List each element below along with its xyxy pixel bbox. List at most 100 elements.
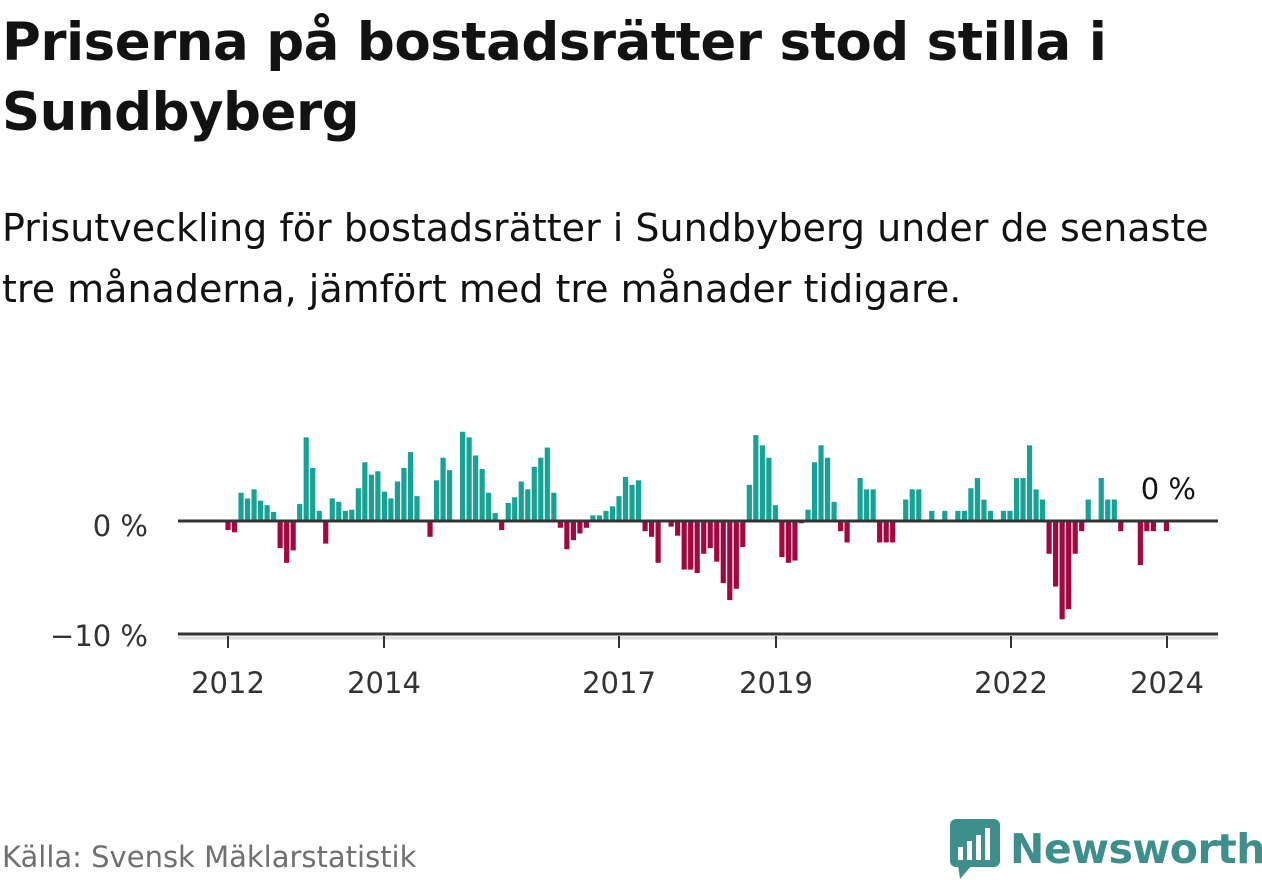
bar (877, 521, 883, 543)
bar (466, 437, 472, 521)
bar (583, 521, 590, 528)
page-subtitle: Prisutveckling för bostadsrätter i Sundb… (2, 206, 1209, 311)
bar-chart: 0 % −10 % 2012 2014 2017 2019 2022 2024 … (50, 431, 1218, 700)
bar (460, 431, 466, 521)
bar (772, 505, 778, 521)
bar (596, 515, 603, 521)
bar (1020, 478, 1026, 521)
bar (1079, 521, 1085, 532)
bar (929, 510, 935, 521)
bar (1059, 521, 1065, 620)
x-tick-label-2017: 2017 (582, 666, 656, 700)
bar (1039, 499, 1046, 521)
bar (531, 466, 537, 521)
bar (857, 478, 863, 521)
bar (811, 462, 818, 521)
x-tick-label-2019: 2019 (739, 666, 813, 700)
bar (525, 489, 531, 521)
bar (1111, 499, 1117, 521)
bar (1105, 499, 1111, 521)
bar (244, 498, 251, 521)
bar (668, 521, 674, 527)
bar (987, 510, 994, 521)
bar (518, 481, 524, 521)
bar (1046, 521, 1052, 554)
bar (1013, 478, 1020, 521)
x-tick-label-2022: 2022 (974, 666, 1048, 700)
bar (551, 492, 557, 521)
bar (349, 509, 355, 521)
bar (603, 510, 609, 521)
bar (792, 521, 798, 561)
bar (1026, 445, 1033, 521)
bar (903, 499, 909, 521)
bar (512, 497, 518, 521)
bar (225, 521, 231, 531)
bar (238, 492, 244, 521)
bar (479, 469, 485, 521)
bar (1033, 489, 1039, 521)
bar (818, 445, 824, 521)
bar (753, 435, 759, 521)
bar (231, 521, 238, 533)
bar (1000, 510, 1007, 521)
bar (942, 510, 948, 521)
bar (538, 457, 544, 521)
bar (701, 521, 707, 554)
bar (805, 509, 811, 521)
bar (1066, 521, 1072, 610)
bar (635, 480, 642, 521)
bar (1118, 521, 1124, 532)
x-axis: 2012 2014 2017 2019 2022 2024 (191, 636, 1204, 700)
bar (290, 521, 296, 551)
bar (564, 521, 570, 550)
bar (1137, 521, 1143, 566)
y-tick-label-zero: 0 % (93, 509, 148, 543)
bar (675, 521, 681, 536)
bar (446, 470, 453, 521)
bar (688, 521, 694, 570)
bar (740, 521, 746, 547)
bar (277, 521, 283, 549)
bar (394, 481, 401, 521)
bar (1053, 521, 1059, 587)
bar (916, 489, 922, 521)
bar (1150, 521, 1156, 532)
bars-group (225, 431, 1169, 620)
bar (473, 455, 479, 521)
bar (401, 467, 407, 521)
page-title: Priserna på bostadsrätter stod stilla i … (2, 12, 1107, 143)
bar (955, 510, 961, 521)
bar (590, 515, 596, 521)
bar (720, 521, 726, 584)
bar (499, 521, 505, 531)
bar (655, 521, 661, 563)
bar (714, 521, 720, 562)
bar (336, 501, 342, 521)
bar (981, 499, 987, 521)
bar (310, 467, 316, 521)
source-note: Källa: Svensk Mäklarstatistik (2, 840, 417, 874)
brand-name: Newsworthy (1010, 825, 1262, 873)
bar (1144, 521, 1150, 532)
bar (642, 521, 648, 532)
bar (831, 501, 837, 521)
bar (375, 471, 381, 521)
bar (648, 521, 655, 537)
bar (362, 462, 368, 521)
bar (909, 489, 915, 521)
bar (557, 521, 563, 528)
bar (440, 457, 446, 521)
bar (766, 457, 772, 521)
bar (355, 488, 361, 521)
bar (616, 496, 622, 521)
bar (251, 489, 257, 521)
bar (1072, 521, 1078, 554)
bar (407, 452, 414, 521)
bar (837, 521, 844, 532)
newsworthy-logo[interactable]: Newsworthy (950, 818, 1262, 880)
bar (297, 504, 303, 521)
bar (694, 521, 700, 573)
bar (329, 498, 335, 521)
bar (1163, 521, 1169, 532)
